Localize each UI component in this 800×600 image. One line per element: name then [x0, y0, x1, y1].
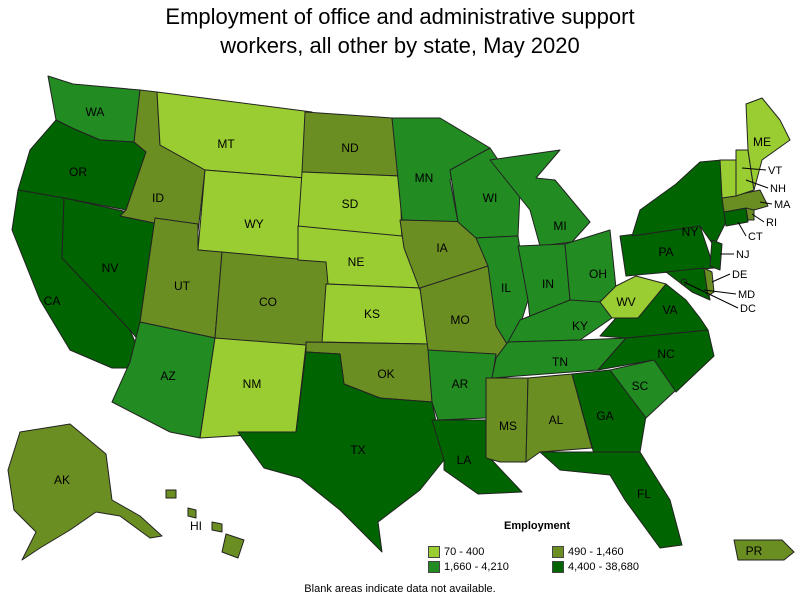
state-WV[interactable]	[599, 275, 667, 319]
label-NE: NE	[348, 255, 365, 269]
legend-swatch-3	[428, 561, 440, 573]
label-DC: DC	[740, 303, 756, 315]
label-MI: MI	[553, 219, 566, 233]
legend-swatch-2	[552, 546, 564, 558]
state-AK[interactable]	[7, 423, 163, 561]
legend-label-4: 4,400 - 38,680	[568, 561, 639, 573]
label-TX: TX	[350, 443, 365, 457]
state-GA[interactable]	[571, 369, 647, 455]
footnote: Blank areas indicate data not available.	[304, 583, 496, 595]
label-CA: CA	[44, 294, 61, 308]
state-PR[interactable]	[733, 539, 795, 561]
label-IL: IL	[501, 281, 511, 295]
title-line-2: workers, all other by state, May 2020	[220, 33, 580, 58]
state-AL[interactable]	[525, 373, 593, 463]
legend-item-3: 1,660 - 4,210	[428, 561, 509, 573]
label-WV: WV	[616, 295, 635, 309]
legend-label-1: 70 - 400	[444, 546, 485, 558]
label-VA: VA	[662, 303, 677, 317]
label-CO: CO	[259, 295, 277, 309]
legend-item-1: 70 - 400	[428, 546, 484, 558]
leader-lines	[683, 167, 773, 309]
label-MT: MT	[217, 137, 235, 151]
label-WI: WI	[483, 191, 498, 205]
label-AR: AR	[452, 377, 469, 391]
state-MS[interactable]	[485, 377, 529, 463]
legend-item-4: 4,400 - 38,680	[552, 561, 639, 573]
state-TX[interactable]	[237, 351, 445, 553]
label-DE: DE	[732, 269, 747, 281]
state-FL[interactable]	[539, 451, 683, 549]
map-title: Employment of office and administrative …	[0, 2, 800, 60]
label-NM: NM	[243, 377, 262, 391]
label-KS: KS	[364, 307, 380, 321]
label-UT: UT	[174, 279, 191, 293]
label-OK: OK	[377, 367, 394, 381]
label-AK: AK	[54, 473, 70, 487]
label-MD: MD	[738, 289, 755, 301]
label-ME: ME	[753, 135, 771, 149]
label-OH: OH	[589, 267, 607, 281]
label-AZ: AZ	[160, 369, 175, 383]
label-CT: CT	[748, 231, 763, 243]
label-KY: KY	[572, 319, 588, 333]
label-NY: NY	[682, 225, 699, 239]
label-ID: ID	[152, 191, 164, 205]
state-DE[interactable]	[703, 267, 715, 297]
state-ME[interactable]	[745, 97, 791, 191]
label-IA: IA	[436, 241, 447, 255]
label-NJ: NJ	[736, 249, 749, 261]
legend-label-3: 1,660 - 4,210	[444, 561, 509, 573]
label-OR: OR	[69, 165, 87, 179]
legend-item-2: 490 - 1,460	[552, 546, 624, 558]
label-AL: AL	[549, 413, 564, 427]
title-line-1: Employment of office and administrative …	[165, 4, 635, 29]
label-NH: NH	[770, 183, 786, 195]
label-HI: HI	[190, 519, 202, 533]
state-VT[interactable]	[719, 159, 737, 199]
state-HI[interactable]	[165, 489, 245, 559]
label-NV: NV	[102, 261, 119, 275]
legend-swatch-1	[428, 546, 440, 558]
legend-label-2: 490 - 1,460	[568, 546, 624, 558]
label-PR: PR	[746, 544, 763, 558]
state-MI[interactable]	[489, 149, 591, 247]
label-MO: MO	[450, 313, 469, 327]
label-SD: SD	[342, 197, 359, 211]
label-MA: MA	[774, 199, 791, 211]
label-IN: IN	[542, 277, 554, 291]
state-WY[interactable]	[197, 169, 306, 261]
legend-title: Employment	[504, 520, 571, 532]
label-WY: WY	[244, 217, 263, 231]
label-PA: PA	[658, 245, 673, 259]
label-RI: RI	[766, 217, 777, 229]
label-WA: WA	[86, 105, 105, 119]
label-MS: MS	[499, 419, 517, 433]
label-TN: TN	[552, 355, 568, 369]
legend-swatch-4	[552, 561, 564, 573]
label-GA: GA	[596, 409, 613, 423]
state-MA[interactable]	[721, 189, 769, 213]
state-NJ[interactable]	[709, 239, 723, 271]
label-NC: NC	[657, 347, 675, 361]
label-FL: FL	[637, 487, 651, 501]
label-SC: SC	[632, 379, 649, 393]
label-VT: VT	[768, 165, 782, 177]
label-ND: ND	[341, 141, 359, 155]
label-MN: MN	[415, 171, 434, 185]
label-LA: LA	[457, 453, 472, 467]
state-AR[interactable]	[427, 349, 497, 421]
